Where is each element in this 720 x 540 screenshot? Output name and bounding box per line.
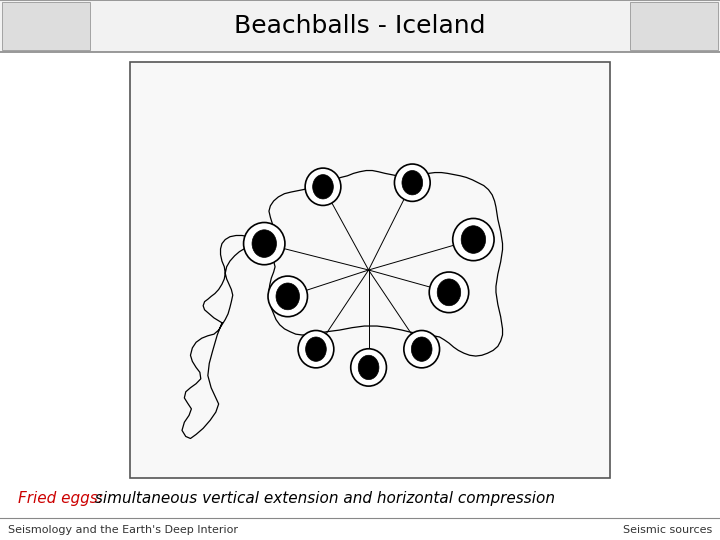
Bar [0,0,720,52]
Ellipse shape [453,219,494,261]
Text: Seismic sources: Seismic sources [623,525,712,535]
Bar [130,62,610,478]
Ellipse shape [404,330,439,368]
Ellipse shape [312,174,333,199]
Ellipse shape [298,330,334,368]
Ellipse shape [252,230,276,258]
Ellipse shape [402,171,423,195]
Ellipse shape [429,272,469,313]
Ellipse shape [359,355,379,380]
Text: Beachballs - Iceland: Beachballs - Iceland [234,14,486,38]
Text: Seismology and the Earth's Deep Interior: Seismology and the Earth's Deep Interior [8,525,238,535]
Ellipse shape [276,283,300,310]
Ellipse shape [395,164,430,201]
Ellipse shape [462,226,485,253]
Ellipse shape [305,168,341,205]
Ellipse shape [243,222,285,265]
Ellipse shape [268,276,307,316]
Ellipse shape [351,349,387,386]
Text: simultaneous vertical extension and horizontal compression: simultaneous vertical extension and hori… [90,490,555,505]
Text: Fried eggs:: Fried eggs: [18,490,103,505]
Ellipse shape [437,279,461,306]
Ellipse shape [411,337,432,361]
Bar [2,2,90,50]
Ellipse shape [305,337,326,361]
Bar [630,2,718,50]
